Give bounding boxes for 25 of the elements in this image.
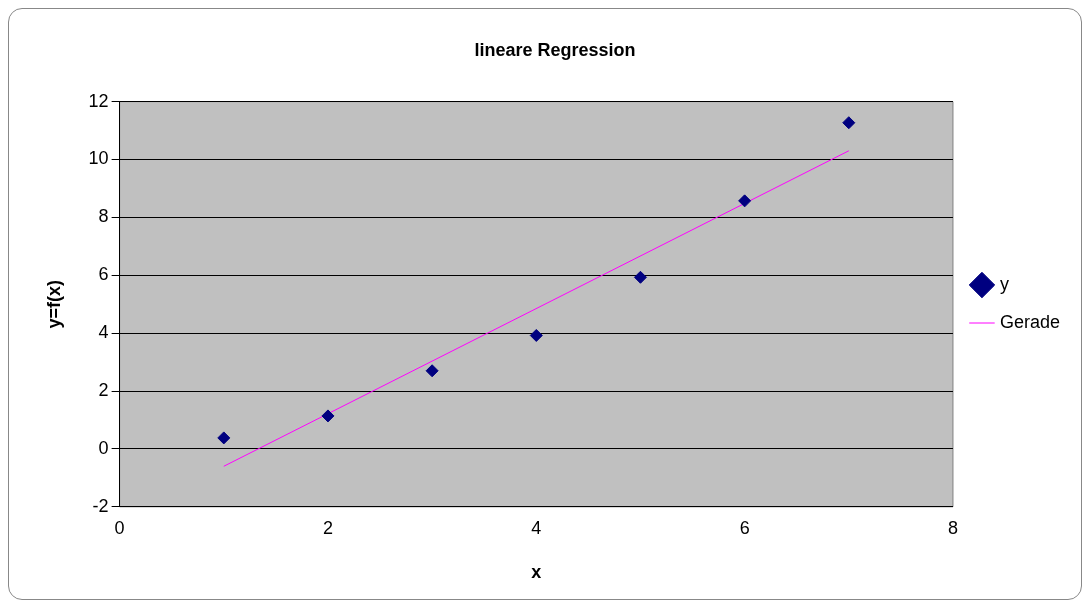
y-tick-label: 8 bbox=[98, 206, 109, 227]
y-tick-label: 12 bbox=[88, 90, 109, 111]
x-axis-title: x bbox=[531, 562, 542, 583]
y-tick-label: -2 bbox=[92, 495, 109, 516]
y-tick-label: 10 bbox=[88, 148, 109, 169]
point bbox=[321, 409, 335, 423]
x-tick-label: 6 bbox=[739, 517, 750, 538]
legend-label: Gerade bbox=[999, 311, 1061, 332]
x-tick-label: 8 bbox=[947, 517, 958, 538]
y-tick-label: 6 bbox=[98, 264, 109, 285]
y-axis-title: y=f(x) bbox=[43, 279, 64, 329]
x-tick-label: 0 bbox=[114, 517, 125, 538]
x-tick-label: 4 bbox=[531, 517, 542, 538]
point bbox=[633, 270, 647, 284]
chart-title: lineare Regression bbox=[474, 39, 636, 60]
y-tick-label: 4 bbox=[98, 322, 109, 343]
point bbox=[738, 194, 752, 208]
point bbox=[842, 116, 856, 130]
x-tick-label: 2 bbox=[322, 517, 333, 538]
point bbox=[217, 431, 231, 445]
y-tick-label: 2 bbox=[98, 380, 109, 400]
point bbox=[529, 328, 543, 342]
y-tick-label: 0 bbox=[98, 437, 109, 458]
legend-label: y bbox=[999, 273, 1009, 294]
point bbox=[425, 364, 439, 378]
